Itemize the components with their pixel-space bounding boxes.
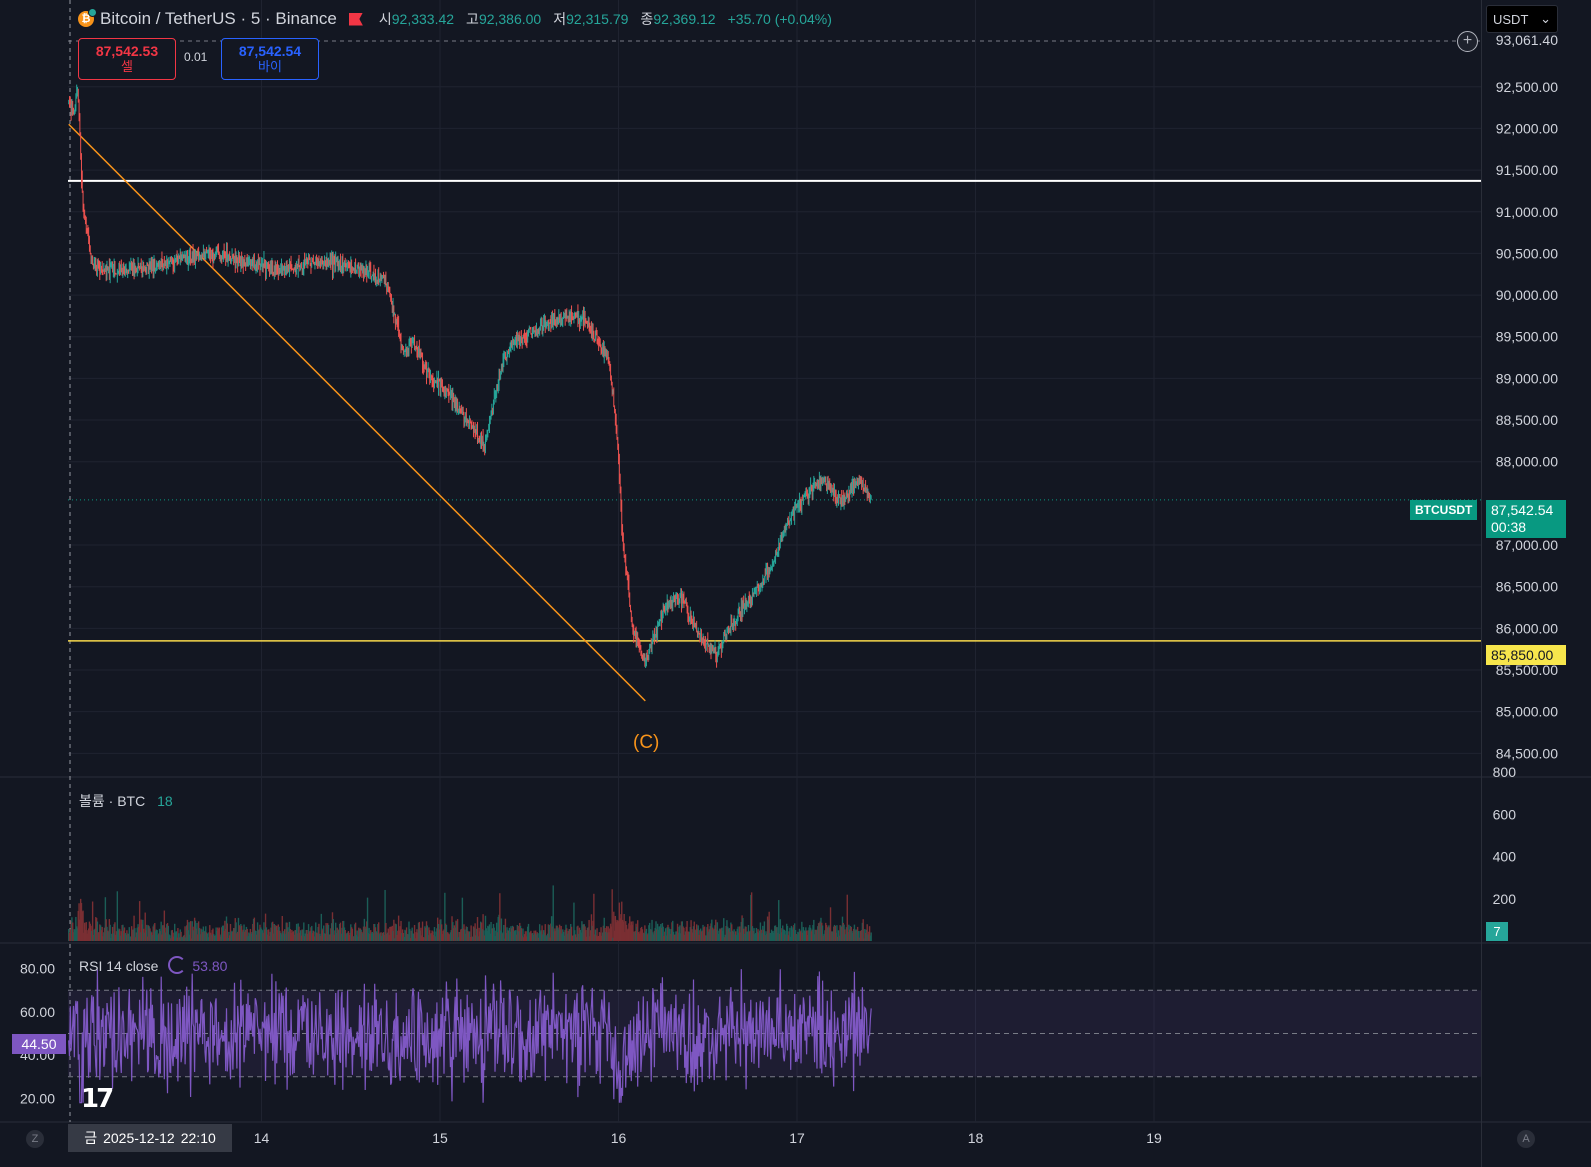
ohlc-high: 고92,386.00 [466,11,542,27]
spread-value: 0.01 [184,50,208,64]
time-tick-label: 15 [432,1130,448,1146]
price-tick-label: 86,500.00 [1496,579,1558,595]
price-tick-label: 86,000.00 [1496,620,1558,636]
volume-tick-label: 400 [1493,849,1517,865]
last-price-tag: 87,542.54 00:38 [1486,500,1566,538]
ohlc-open: 시92,333.42 [378,11,455,27]
price-tick-label: 84,500.00 [1496,745,1558,761]
ohlc-change: +35.70 (+0.04%) [727,11,832,27]
buy-label: 바이 [258,59,282,74]
support-line-price-tag: 85,850.00 [1486,645,1566,665]
price-tick-label: 88,500.00 [1496,412,1558,428]
trendline-segment [68,123,646,702]
price-tick-label: 85,000.00 [1496,704,1558,720]
price-tick-label: 88,000.00 [1496,454,1558,470]
price-tick-label: 90,500.00 [1496,245,1558,261]
price-tick-label: 92,000.00 [1496,120,1558,136]
symbol-title[interactable]: Bitcoin / TetherUS · 5 · Binance [100,9,337,28]
volume-legend[interactable]: 볼륨 · BTC 18 [79,791,173,811]
rsi-tick-label: 60.00 [20,1004,55,1020]
last-price-value: 87,542.54 [1491,502,1554,518]
volume-series [68,885,872,941]
price-tick-label: 90,000.00 [1496,287,1558,303]
volume-current-tag: 7 [1486,922,1508,941]
rsi-line [68,969,872,1104]
time-tick-label: 18 [968,1130,984,1146]
price-tick-label: 92,500.00 [1496,79,1558,95]
ohlc-low: 저92,315.79 [553,11,629,27]
last-price-countdown: 00:38 [1491,519,1527,535]
tradingview-logo: 17 [81,1084,114,1114]
zoom-icon[interactable]: Z [26,1130,44,1148]
axes: 92,500.00 92,000.00 91,500.00 91,000.00 90,5… [20,32,1558,1146]
auto-scale-icon[interactable]: A [1517,1130,1535,1148]
chart-header: ₿ Bitcoin / TetherUS · 5 · Binance 시92,3… [78,8,838,30]
rsi-legend[interactable]: RSI 14 close 53.80 [79,956,227,974]
candlestick-series [68,84,872,669]
price-tick-label: 85,500.00 [1496,662,1558,678]
price-tick-label: 89,000.00 [1496,370,1558,386]
price-tick-label: 91,000.00 [1496,204,1558,220]
rsi-title: RSI 14 close [79,958,159,974]
flag-icon[interactable] [348,12,363,26]
plus-icon[interactable]: + [1457,31,1478,52]
time-tick-label: 16 [611,1130,627,1146]
last-price-symbol-tag: BTCUSDT [1410,500,1478,520]
sell-button[interactable]: 87,542.53 셀 [78,38,176,80]
rsi-current-tag: 44.50 [12,1034,66,1054]
price-top-label: 93,061.40 [1496,32,1558,48]
currency-select[interactable]: USDT ⌄ [1486,5,1558,33]
volume-title: 볼륨 · BTC [79,793,146,809]
price-tick-label: 89,500.00 [1496,329,1558,345]
volume-value: 18 [157,793,173,809]
rsi-series [68,969,1481,1104]
wave-c-label: (C) [633,732,660,753]
rsi-value: 53.80 [192,958,228,974]
horizontal-lines[interactable] [68,179,1481,642]
bitcoin-icon: ₿ [78,8,97,27]
refresh-icon[interactable] [168,956,187,974]
time-tick-label: 19 [1146,1130,1162,1146]
price-tick-label: 87,000.00 [1496,537,1558,553]
buy-button[interactable]: 87,542.54 바이 [221,38,319,80]
volume-tick-label: 800 [1493,764,1517,780]
time-tick-label: 14 [254,1130,270,1146]
price-tick-label: 91,500.00 [1496,162,1558,178]
volume-tick-label: 600 [1493,806,1517,822]
chevron-down-icon: ⌄ [1540,11,1551,26]
sell-price: 87,542.53 [95,43,159,59]
rsi-tick-label: 20.00 [20,1090,55,1106]
ohlc-close: 종92,369.12 [640,11,716,27]
time-tick-label: 17 [789,1130,805,1146]
currency-value: USDT [1493,11,1529,27]
buy-price: 87,542.54 [238,43,302,59]
volume-tick-label: 200 [1493,891,1517,907]
crosshair-date-badge: 금 2025-12-12 22:10 [68,1124,232,1152]
sell-label: 셀 [121,59,133,74]
trendline[interactable] [68,123,646,702]
rsi-tick-label: 80.00 [20,961,55,977]
